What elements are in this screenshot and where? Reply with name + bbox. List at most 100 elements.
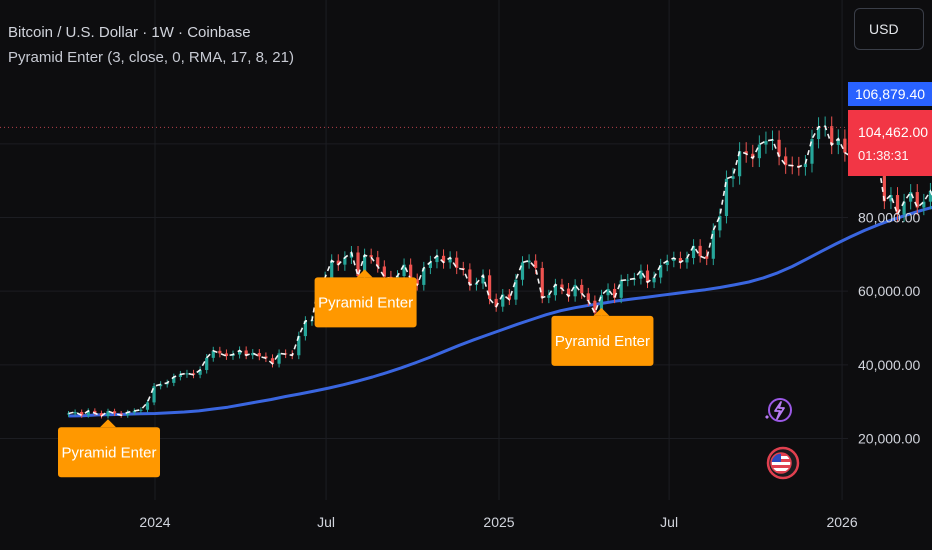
candle-body [435,255,439,263]
candle-body [527,260,531,263]
candle-body [455,257,459,268]
indicator-title[interactable]: Pyramid Enter (3, close, 0, RMA, 17, 8, … [8,49,294,66]
candle-body [362,255,367,277]
candle-body [738,151,742,177]
candle-body [257,353,261,357]
candle-body [73,411,77,414]
candle-body [836,138,840,145]
candle-body [481,275,485,284]
y-tick-label: 20,000.00 [858,431,920,447]
candle-body [198,369,202,375]
fast-line [68,125,932,417]
candle-body [112,411,117,414]
label-pointer [593,307,610,316]
candle-body [593,300,597,313]
candle-body [277,353,281,364]
candle-body [659,265,663,278]
candle-body [152,386,156,403]
candle-body [645,270,650,283]
label-pointer [356,269,373,278]
candle-body [803,163,808,168]
candle-body [303,321,307,337]
pyramid-enter-label: Pyramid Enter [58,419,161,478]
candle-body [626,279,630,281]
candle-body [830,126,834,145]
candle-body [336,260,340,265]
candle-body [66,413,71,415]
label-text: Pyramid Enter [318,294,413,311]
candle-body [80,411,84,416]
candle-body [639,270,643,279]
candle-body [159,384,163,387]
candle-body [606,288,610,296]
candle-body [178,374,182,377]
candle-body [382,266,386,277]
x-tick-label: 2025 [483,514,514,530]
candle-body [139,409,143,411]
signal-labels: Pyramid Enter Pyramid Enter Pyramid Enter [58,269,654,478]
x-tick-label: Jul [317,514,335,530]
candle-body [244,350,248,356]
candle-body [705,256,709,259]
candle-body [409,264,413,280]
candle-body [297,336,301,356]
candle-body [501,294,505,307]
candle-body [889,195,893,202]
candle-body [211,350,215,358]
candle-body [369,255,373,258]
candle-body [428,262,432,268]
candle-body [744,151,748,154]
candle-body [145,402,150,410]
pyramid-enter-label: Pyramid Enter [314,269,417,328]
candle-body [580,284,584,294]
y-tick-label: 80,000.00 [858,210,920,226]
candle-body [718,216,722,231]
candle-body [685,258,689,263]
candle-body [764,140,768,145]
candle-body [172,376,176,383]
candle-body [468,269,472,285]
candle-body [882,158,886,202]
us-flag-icon[interactable] [766,446,800,480]
candle-body [652,277,656,283]
label-pointer [100,419,117,428]
candle-body [356,252,360,277]
candle-body [613,288,617,298]
candle-body [422,267,426,285]
candle-body [777,139,781,157]
candle-body [678,258,682,263]
candle-body [909,192,913,202]
candle-body [218,350,222,354]
candle-body [843,138,847,153]
candle-body [270,358,275,364]
candle-body [106,411,110,417]
chart-grid [0,0,848,500]
candle-body [816,126,821,140]
candle-body [251,353,255,356]
candle-body [534,260,538,268]
candle-body [915,192,919,208]
candle-body [93,410,97,414]
currency-button[interactable]: USD [854,8,924,50]
label-box [551,315,654,366]
candle-body [441,255,446,263]
candle-body [810,139,814,164]
chart-legend: Bitcoin / U.S. Dollar · 1W · Coinbase Py… [8,24,294,66]
candle-body [586,293,590,301]
candle-body [343,257,347,265]
ma-line [68,205,932,418]
moving-average-line [68,205,932,418]
symbol-title: Bitcoin / U.S. Dollar · 1W · Coinbase [8,24,251,41]
ma-price-tag: 106,879.40 [848,82,932,106]
candle-body [330,260,334,278]
candle-body [547,295,551,298]
candle-body [237,350,242,355]
lightning-icon[interactable] [762,396,794,428]
candle-body [540,267,544,298]
candle-body [488,275,492,299]
label-box [314,277,417,328]
candle-body [494,298,498,307]
candle-body [205,357,209,370]
candle-body [415,279,419,285]
